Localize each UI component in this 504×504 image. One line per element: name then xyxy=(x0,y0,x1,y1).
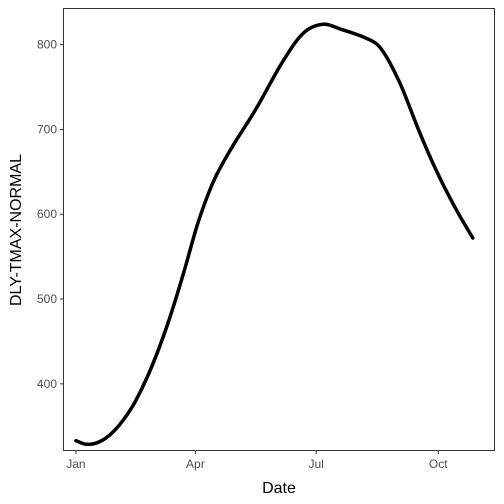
x-tick-label: Jul xyxy=(308,457,323,471)
x-axis-title: Date xyxy=(262,480,296,497)
x-axis: Jan Apr Jul Oct xyxy=(66,450,448,471)
y-tick-label: 800 xyxy=(37,38,57,52)
series-line xyxy=(74,22,475,447)
x-tick-label: Jan xyxy=(66,457,85,471)
y-axis: 400 500 600 700 800 xyxy=(37,38,64,391)
series-group xyxy=(74,22,475,447)
y-tick-label: 600 xyxy=(37,207,57,221)
x-tick-label: Apr xyxy=(186,457,205,471)
y-tick-label: 700 xyxy=(37,122,57,136)
y-tick-label: 500 xyxy=(37,292,57,306)
x-tick-label: Oct xyxy=(429,457,448,471)
panel-border xyxy=(63,8,495,451)
y-axis-title: DLY-TMAX-NORMAL xyxy=(8,154,25,306)
y-tick-label: 400 xyxy=(37,377,57,391)
